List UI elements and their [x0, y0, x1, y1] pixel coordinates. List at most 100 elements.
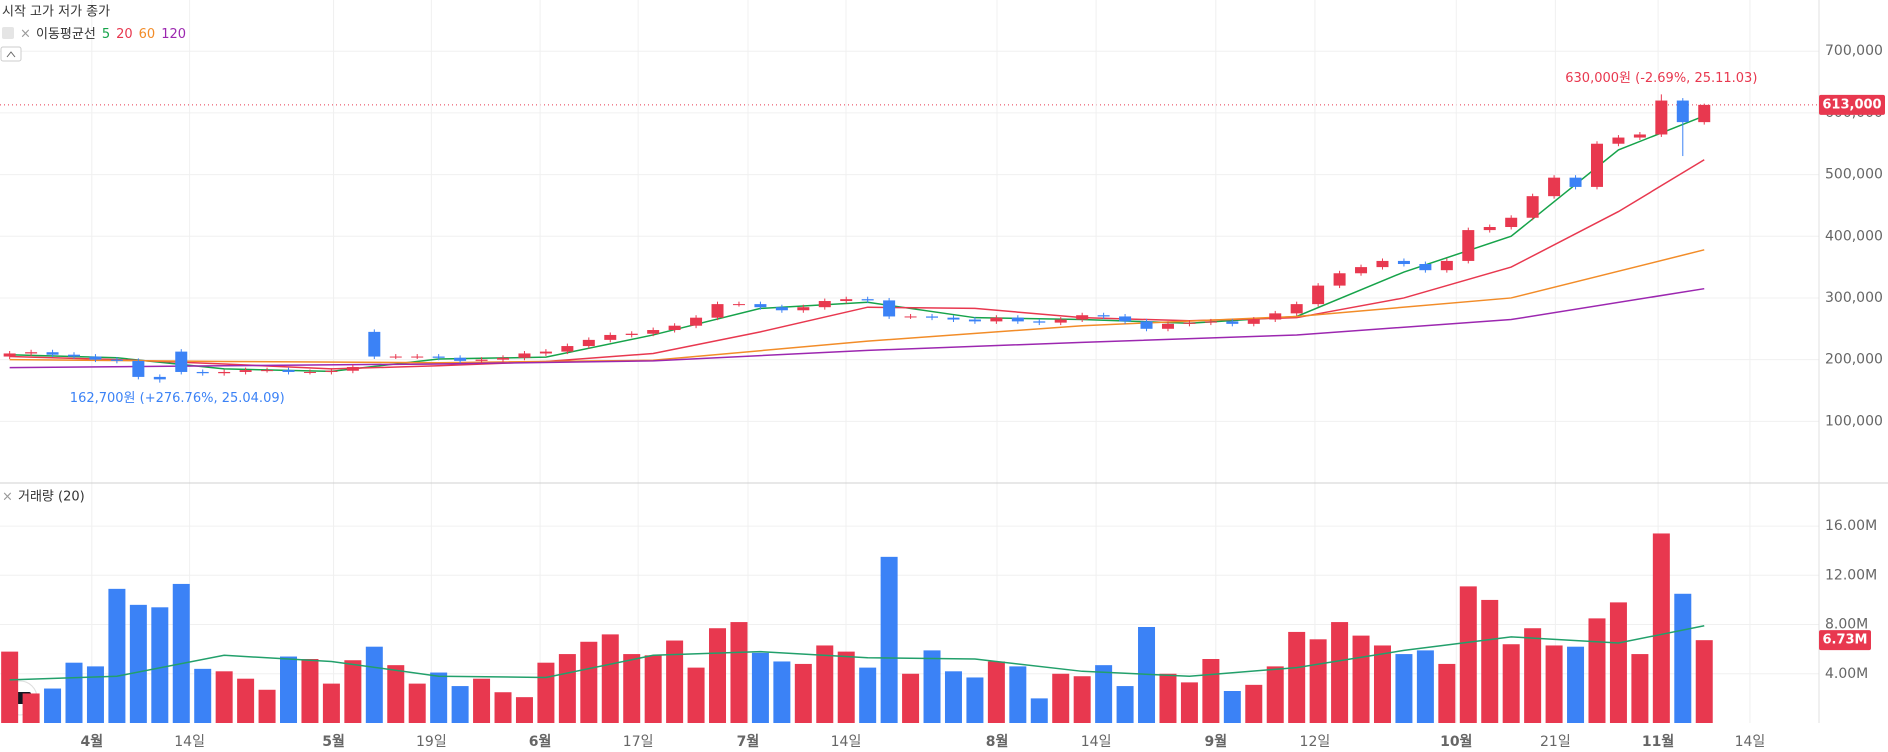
ma-legend-entry: 5 [102, 27, 110, 42]
volume-bar [1095, 665, 1113, 723]
candle-body [1376, 260, 1389, 268]
volume-bar [344, 660, 362, 723]
candle-body [1483, 227, 1496, 231]
candle-body [303, 371, 316, 373]
candle-body [1590, 143, 1603, 187]
x-tick-label: 14일 [174, 734, 205, 750]
candle-body [475, 359, 488, 361]
volume-bar [1266, 666, 1284, 723]
volume-bar [666, 640, 684, 723]
volume-bar [1180, 682, 1198, 723]
ma-icon[interactable] [2, 27, 14, 39]
candle-body [1505, 217, 1518, 228]
candle-body [818, 301, 831, 308]
candle-body [454, 357, 467, 361]
volume-bar [773, 661, 791, 723]
candle-body [775, 307, 788, 311]
volume-bar [1695, 640, 1713, 723]
candle-body [1355, 267, 1368, 274]
ma-legend-entry: 20 [116, 27, 133, 42]
candle-body [346, 367, 359, 371]
x-tick-label: 6월 [529, 733, 552, 750]
volume-average-line [9, 625, 1705, 681]
candle-body [1269, 313, 1282, 320]
volume-bar [1331, 622, 1349, 723]
candle-body [1440, 260, 1453, 271]
volume-bar [1652, 533, 1670, 723]
candle-body [647, 330, 660, 334]
volume-bar [1416, 650, 1434, 723]
close-icon[interactable]: × [20, 27, 31, 42]
ma-legend: 이동평균선 5 20 60 120 [36, 27, 186, 42]
volume-bar [301, 659, 319, 723]
candle-body [1140, 321, 1153, 329]
x-tick-label: 19일 [416, 734, 447, 750]
volume-bar [709, 628, 727, 723]
candle-body [1569, 177, 1582, 187]
candle-body [432, 356, 445, 358]
candle-body [1119, 316, 1132, 322]
candle-body [1076, 315, 1089, 320]
candle-body [325, 370, 338, 372]
price-annotation: 630,000원 (-2.69%, 25.11.03) [1565, 71, 1757, 86]
candle-body [1054, 319, 1067, 323]
volume-bar [280, 656, 298, 723]
moving-average-line [9, 159, 1705, 370]
volume-bar [816, 645, 834, 723]
volume-bar [1, 651, 19, 723]
last-price-tag [1819, 94, 1885, 115]
candle-body [389, 356, 402, 358]
x-tick-label: 4월 [80, 733, 103, 750]
candle-body [368, 331, 381, 357]
ma-legend-entry: 60 [139, 27, 156, 42]
x-tick-label: 14일 [831, 734, 862, 750]
volume-bar [515, 697, 533, 723]
volume-bar [1373, 645, 1391, 723]
x-tick-label: 21일 [1540, 734, 1571, 750]
x-tick-label: 10월 [1440, 733, 1472, 750]
volume-bar [1245, 684, 1263, 723]
candle-body [497, 357, 510, 360]
volume-bar [1588, 618, 1606, 723]
volume-bar [966, 677, 984, 723]
close-icon[interactable]: × [2, 490, 13, 505]
volume-bar [944, 671, 962, 723]
candle-body [840, 299, 853, 302]
candle-body [1011, 317, 1024, 322]
candle-body [1033, 321, 1046, 323]
last-volume-tag [1819, 630, 1871, 651]
collapse-button[interactable] [0, 46, 22, 62]
volume-bar [1052, 673, 1070, 723]
y-tick-label: 200,000 [1825, 352, 1883, 368]
candle-body [1204, 321, 1217, 323]
candle-body [68, 354, 81, 357]
volume-bar [387, 665, 405, 723]
candle-body [947, 317, 960, 320]
x-tick-label: 7월 [737, 733, 760, 750]
volume-bar [86, 666, 104, 723]
y-tick-label: 100,000 [1825, 413, 1883, 429]
volume-bar [987, 661, 1005, 723]
y-tick-label: 12.00M [1825, 567, 1877, 583]
candle-body [582, 339, 595, 347]
candle-body [411, 356, 424, 358]
candle-body [25, 352, 38, 354]
candle-body [1633, 134, 1646, 138]
candle-body [1312, 285, 1325, 305]
volume-bar [172, 583, 190, 723]
y-tick-label: 700,000 [1825, 43, 1883, 59]
candle-body [89, 356, 102, 360]
candle-body [1698, 104, 1711, 123]
volume-bar [880, 556, 898, 723]
volume-bar [1352, 635, 1370, 723]
volume-bar [601, 634, 619, 723]
x-tick-label: 14일 [1081, 734, 1112, 750]
volume-bar [537, 662, 555, 723]
volume-bar [494, 692, 512, 723]
candle-body [518, 353, 531, 358]
volume-bar [451, 686, 469, 723]
volume-bar [215, 671, 233, 723]
candle-body [1419, 264, 1432, 271]
candle-body [926, 316, 939, 318]
candle-body [153, 376, 166, 380]
